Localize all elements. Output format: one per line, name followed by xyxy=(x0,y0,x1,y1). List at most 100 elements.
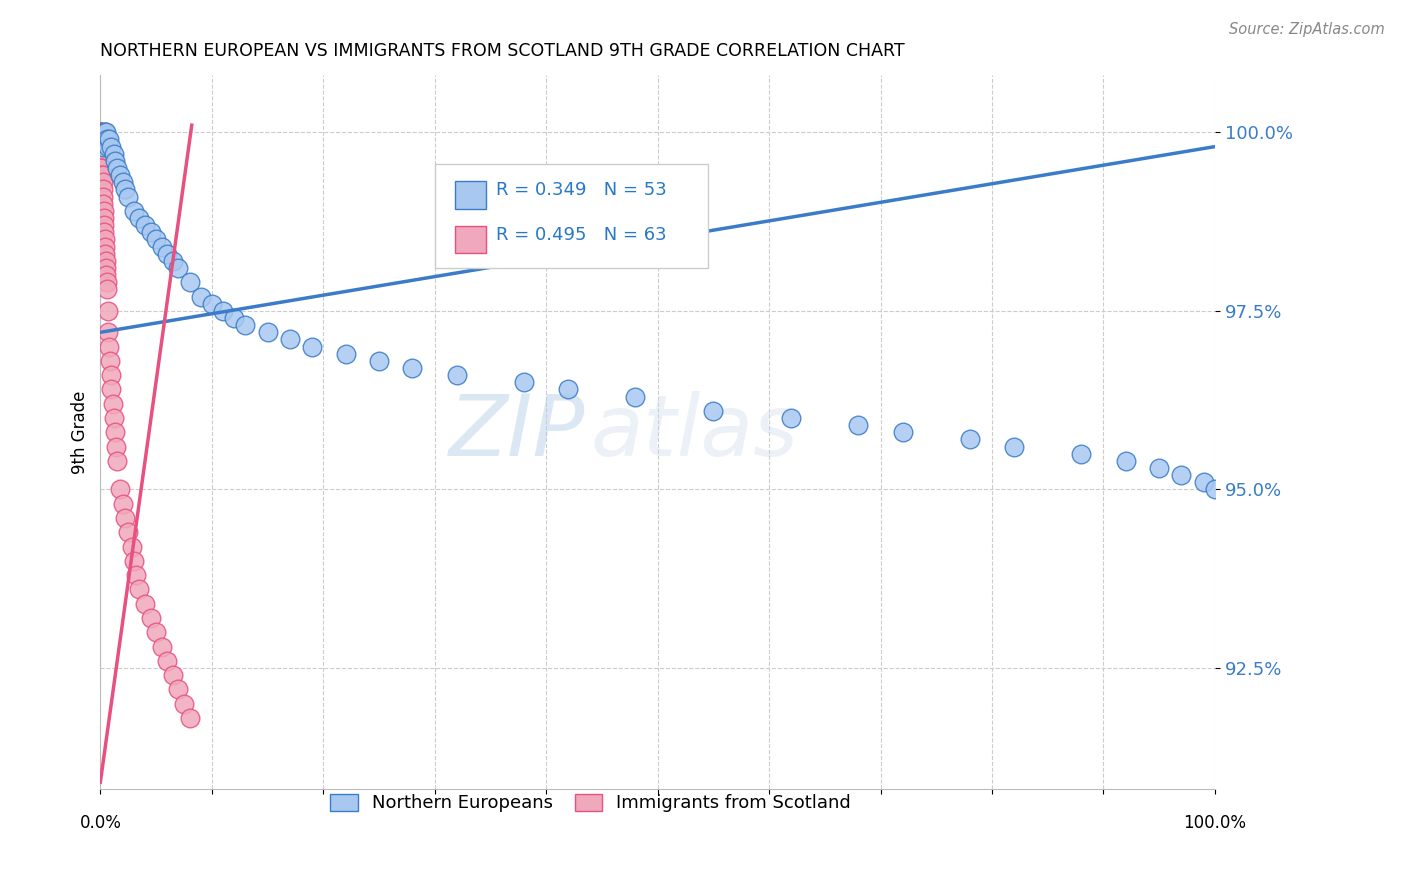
Text: Source: ZipAtlas.com: Source: ZipAtlas.com xyxy=(1229,22,1385,37)
Point xyxy=(301,340,323,354)
Point xyxy=(93,225,115,239)
Point xyxy=(557,383,579,397)
Point xyxy=(98,340,121,354)
Point xyxy=(128,211,150,225)
Point xyxy=(89,132,111,146)
Point xyxy=(117,525,139,540)
Point xyxy=(114,511,136,525)
Point xyxy=(90,161,112,175)
Text: 0.0%: 0.0% xyxy=(79,814,121,832)
Point xyxy=(1070,447,1092,461)
Point xyxy=(97,326,120,340)
Point xyxy=(89,125,111,139)
Point xyxy=(100,139,122,153)
Point xyxy=(891,425,914,440)
Point xyxy=(90,153,112,168)
Text: 100.0%: 100.0% xyxy=(1184,814,1246,832)
Point xyxy=(145,625,167,640)
Point xyxy=(91,189,114,203)
Point xyxy=(90,161,112,175)
Point xyxy=(94,232,117,246)
Point xyxy=(105,161,128,175)
Point xyxy=(91,168,114,182)
Point xyxy=(89,132,111,146)
Point xyxy=(1115,454,1137,468)
Point xyxy=(100,354,122,368)
Point xyxy=(105,454,128,468)
Point xyxy=(94,260,117,275)
Point xyxy=(256,326,278,340)
Point xyxy=(513,376,536,390)
Point xyxy=(90,139,112,153)
Point xyxy=(846,418,869,433)
Point xyxy=(89,125,111,139)
Point xyxy=(167,682,190,697)
Point xyxy=(702,404,724,418)
Point xyxy=(117,189,139,203)
Point xyxy=(104,440,127,454)
Point xyxy=(121,540,143,554)
Text: atlas: atlas xyxy=(591,391,799,474)
Point xyxy=(134,218,156,232)
Point xyxy=(104,425,127,440)
Point xyxy=(100,383,122,397)
Point xyxy=(1147,461,1170,475)
Point xyxy=(110,168,132,182)
Point xyxy=(173,697,195,711)
Point xyxy=(179,276,201,290)
Point xyxy=(150,239,173,253)
FancyBboxPatch shape xyxy=(454,226,486,253)
Point xyxy=(222,311,245,326)
Point xyxy=(212,304,235,318)
Point xyxy=(91,196,114,211)
Point xyxy=(128,582,150,597)
Point xyxy=(97,139,120,153)
Point xyxy=(101,397,124,411)
Point xyxy=(156,654,179,668)
Point xyxy=(91,139,114,153)
Text: R = 0.349   N = 53: R = 0.349 N = 53 xyxy=(496,181,666,199)
Point xyxy=(368,354,391,368)
Point xyxy=(89,125,111,139)
Point xyxy=(103,146,125,161)
Point xyxy=(201,297,224,311)
Point xyxy=(233,318,256,333)
Point xyxy=(179,711,201,725)
Point xyxy=(1170,468,1192,483)
Y-axis label: 9th Grade: 9th Grade xyxy=(72,391,89,474)
Point xyxy=(110,483,132,497)
Point xyxy=(91,175,114,189)
Point xyxy=(103,411,125,425)
Text: NORTHERN EUROPEAN VS IMMIGRANTS FROM SCOTLAND 9TH GRADE CORRELATION CHART: NORTHERN EUROPEAN VS IMMIGRANTS FROM SCO… xyxy=(100,42,905,60)
Point xyxy=(111,175,134,189)
Point xyxy=(93,211,115,225)
Point xyxy=(98,132,121,146)
Point xyxy=(1204,483,1226,497)
Point xyxy=(190,290,212,304)
Point xyxy=(90,146,112,161)
Point xyxy=(90,146,112,161)
Point xyxy=(97,304,120,318)
Point xyxy=(94,125,117,139)
FancyBboxPatch shape xyxy=(454,181,486,209)
Point xyxy=(145,232,167,246)
Point xyxy=(959,433,981,447)
Point xyxy=(94,246,117,260)
Point xyxy=(401,361,423,376)
Point xyxy=(89,125,111,139)
Text: R = 0.495   N = 63: R = 0.495 N = 63 xyxy=(496,226,666,244)
Point xyxy=(122,203,145,218)
Point xyxy=(150,640,173,654)
Point xyxy=(94,125,117,139)
Point xyxy=(89,139,111,153)
Point xyxy=(89,125,111,139)
Point xyxy=(90,168,112,182)
Point xyxy=(125,568,148,582)
Point xyxy=(446,368,468,383)
Point xyxy=(278,333,301,347)
Point xyxy=(122,554,145,568)
Point xyxy=(167,260,190,275)
Point xyxy=(100,368,122,383)
Point xyxy=(94,268,117,282)
Point xyxy=(1002,440,1025,454)
